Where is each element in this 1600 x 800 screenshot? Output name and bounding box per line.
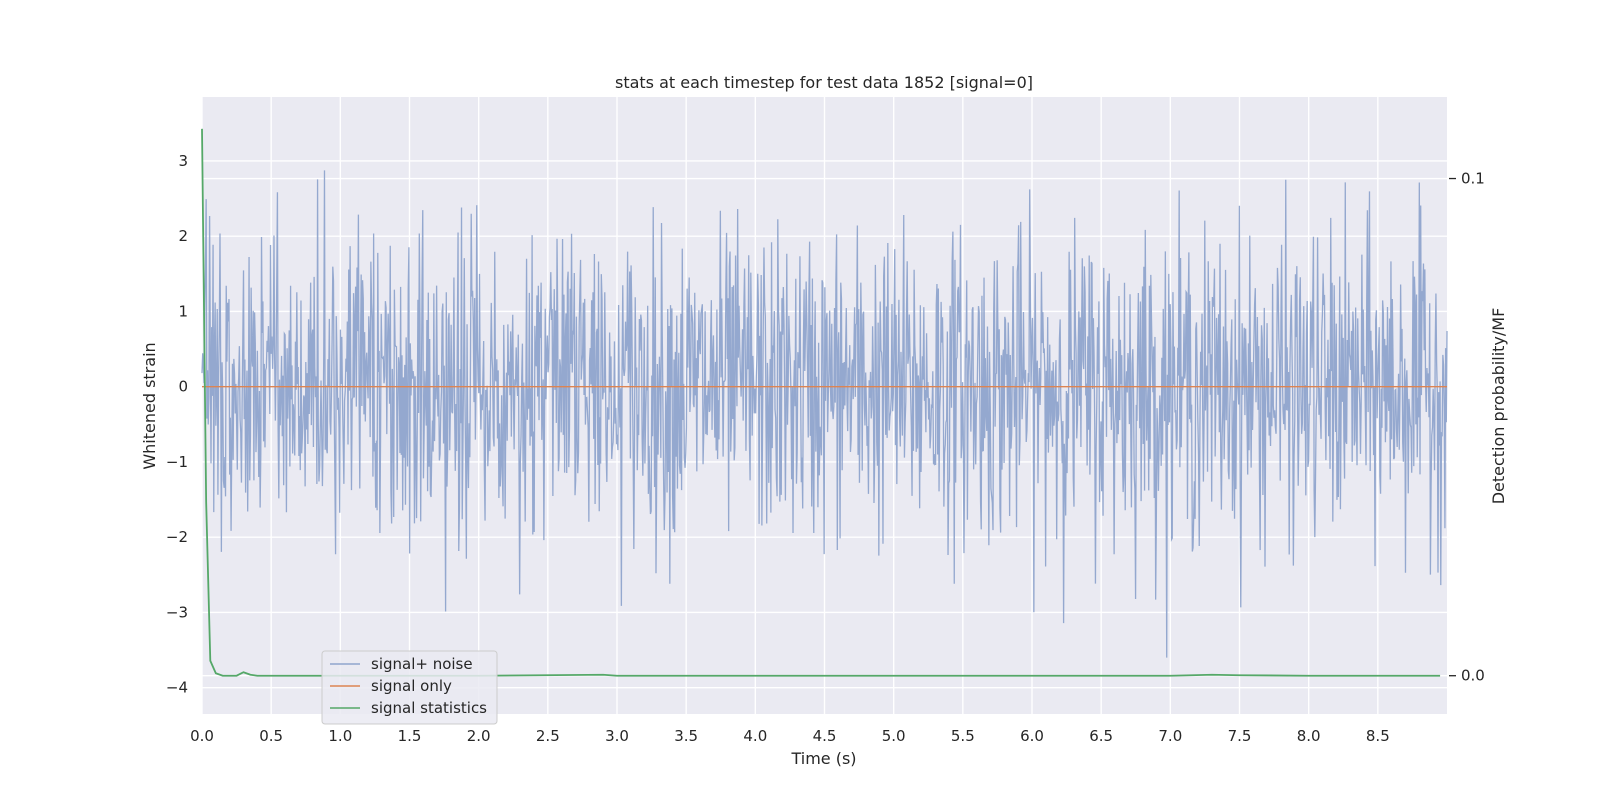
y2-tick-labels: 0.0 0.1 xyxy=(1449,170,1485,685)
y-tick-label: −2 xyxy=(166,528,188,546)
x-tick-label: 6.5 xyxy=(1089,727,1113,745)
legend: signal+ noise signal only signal statist… xyxy=(321,650,498,725)
y-axis-title: Whitened strain xyxy=(140,342,159,469)
x-axis-title: Time (s) xyxy=(790,749,856,768)
y-tick-label: −4 xyxy=(166,679,188,697)
x-tick-label: 1.0 xyxy=(328,727,352,745)
x-tick-label: 1.5 xyxy=(398,727,422,745)
x-tick-label: 2.5 xyxy=(536,727,560,745)
legend-label-signal-noise: signal+ noise xyxy=(371,655,473,673)
x-tick-label: 0.0 xyxy=(190,727,214,745)
y2-axis-title: Detection probability/MF xyxy=(1489,308,1508,505)
x-tick-label: 6.0 xyxy=(1020,727,1044,745)
x-tick-label: 7.0 xyxy=(1158,727,1182,745)
x-tick-label: 5.5 xyxy=(951,727,975,745)
y-tick-labels: −4 −3 −2 −1 0 1 2 3 xyxy=(166,152,188,697)
y-tick-label: −3 xyxy=(166,603,188,621)
x-tick-label: 8.0 xyxy=(1297,727,1321,745)
legend-label-signal-only: signal only xyxy=(371,677,452,695)
legend-box xyxy=(321,650,498,725)
x-tick-label: 2.0 xyxy=(467,727,491,745)
x-tick-label: 7.5 xyxy=(1228,727,1252,745)
y-tick-label: 0 xyxy=(178,378,188,396)
y-tick-label: 3 xyxy=(178,152,188,170)
y2-tick-label: 0.0 xyxy=(1461,667,1485,685)
series-signal-noise-line xyxy=(201,170,1448,658)
y-tick-label: 2 xyxy=(178,227,188,245)
x-tick-labels: 0.0 0.5 1.0 1.5 2.0 2.5 3.0 3.5 4.0 4.5 5.0 5.5 6.0 6… xyxy=(190,727,1390,745)
chart-title: stats at each timestep for test data 185… xyxy=(615,73,1033,92)
x-tick-label: 3.0 xyxy=(605,727,629,745)
y-tick-label: 1 xyxy=(178,302,188,320)
legend-label-signal-statistics: signal statistics xyxy=(371,699,487,717)
x-tick-label: 8.5 xyxy=(1366,727,1390,745)
y-tick-label: −1 xyxy=(166,453,188,471)
x-tick-label: 0.5 xyxy=(259,727,283,745)
x-tick-label: 4.5 xyxy=(813,727,837,745)
x-tick-label: 3.5 xyxy=(674,727,698,745)
x-tick-label: 4.0 xyxy=(743,727,767,745)
x-tick-label: 5.0 xyxy=(882,727,906,745)
y2-tick-label: 0.1 xyxy=(1461,170,1485,188)
